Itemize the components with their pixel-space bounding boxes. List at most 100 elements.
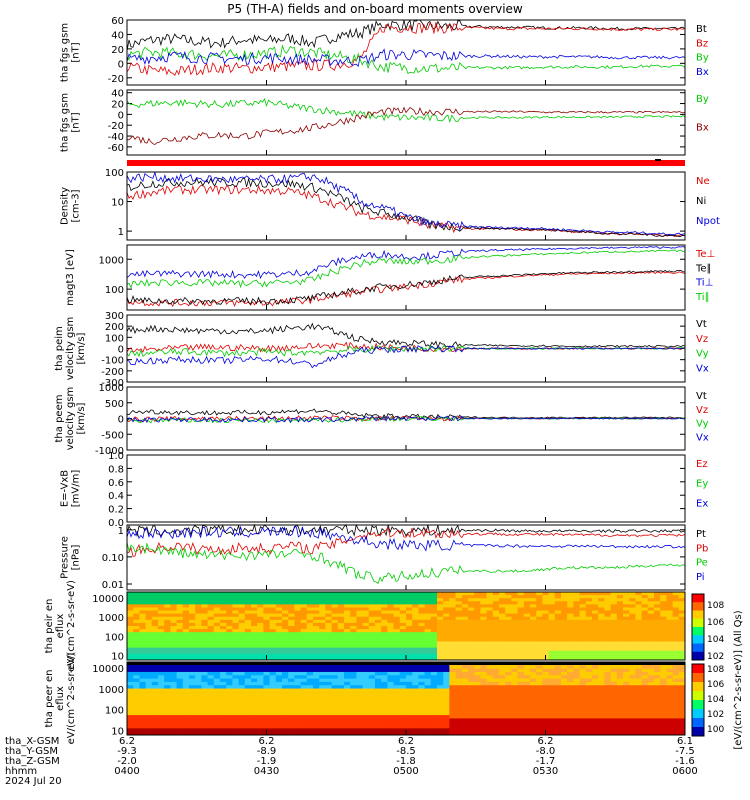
heatmap-cell: [201, 685, 209, 690]
ytick-label: 20: [111, 45, 124, 56]
heatmap-cell: [387, 650, 395, 655]
heatmap-cell: [449, 647, 457, 652]
colorbar-tick: 100: [707, 725, 724, 735]
heatmap-cell: [319, 665, 326, 670]
ytick-label: 0: [118, 59, 124, 70]
heatmap-cell: [368, 695, 376, 699]
heatmap-cell: [127, 598, 134, 602]
heatmap-cell: [269, 626, 277, 630]
heatmap-cell: [362, 601, 370, 605]
heatmap-cell: [499, 678, 506, 683]
heatmap-cell: [592, 731, 599, 736]
heatmap-cell: [251, 675, 258, 680]
heatmap-cell: [195, 701, 202, 706]
heatmap-cell: [554, 635, 562, 639]
heatmap-cell: [579, 691, 587, 696]
heatmap-cell: [244, 613, 252, 618]
heatmap-cell: [226, 718, 233, 723]
heatmap-cell: [412, 718, 419, 723]
heatmap-cell: [387, 653, 395, 658]
heatmap-cell: [151, 668, 159, 673]
heatmap-cell: [530, 705, 537, 709]
heatmap-cell: [139, 644, 147, 649]
heatmap-cell: [319, 656, 326, 661]
heatmap-cell: [257, 698, 264, 703]
time-tick-label: -8.9: [257, 746, 277, 757]
heatmap-cell: [523, 708, 531, 713]
heatmap-cell: [666, 604, 674, 608]
heatmap-cell: [337, 688, 345, 693]
heatmap-cell: [368, 725, 376, 729]
heatmap-cell: [554, 695, 562, 699]
heatmap-cell: [139, 708, 147, 713]
heatmap-cell: [523, 613, 531, 618]
heatmap-cell: [468, 650, 475, 655]
heatmap-cell: [424, 691, 432, 696]
heatmap-cell: [127, 665, 134, 670]
heatmap-cell: [145, 607, 153, 612]
heatmap-cell: [195, 675, 202, 680]
heatmap-cell: [344, 668, 351, 673]
heatmap-cell: [647, 705, 655, 709]
heatmap-cell: [176, 685, 184, 690]
heatmap-cell: [207, 701, 215, 706]
heatmap-cell: [238, 718, 246, 723]
heatmap-cell: [536, 641, 543, 646]
heatmap-cell: [319, 715, 326, 719]
heatmap-cell: [213, 635, 221, 639]
heatmap-cell: [598, 668, 605, 673]
heatmap-cell: [344, 626, 351, 630]
heatmap-cell: [387, 728, 395, 733]
heatmap-cell: [499, 592, 506, 596]
heatmap-cell: [170, 607, 178, 612]
heatmap-cell: [573, 685, 581, 690]
heatmap-cell: [158, 671, 165, 676]
heatmap-cell: [480, 629, 488, 633]
heatmap-cell: [678, 635, 686, 639]
heatmap-cell: [474, 715, 481, 719]
heatmap-cell: [176, 598, 184, 602]
heatmap-cell: [189, 688, 196, 693]
heatmap-cell: [399, 691, 407, 696]
ylabel-line: tha peir en: [44, 599, 55, 654]
heatmap-cell: [629, 678, 636, 683]
heatmap-cell: [182, 592, 190, 596]
ylabel-line: Density: [60, 187, 71, 225]
heatmap-cell: [678, 653, 686, 658]
heatmap-cell: [238, 629, 246, 633]
heatmap-cell: [499, 595, 506, 599]
heatmap-cell: [282, 695, 289, 699]
heatmap-cell: [536, 685, 543, 690]
heatmap-cell: [660, 607, 667, 612]
heatmap-cell: [263, 610, 271, 615]
heatmap-cell: [480, 691, 488, 696]
heatmap-cell: [430, 638, 438, 642]
heatmap-cell: [145, 731, 153, 736]
heatmap-cell: [480, 616, 488, 621]
heatmap-cell: [598, 610, 605, 615]
heatmap-cell: [244, 691, 252, 696]
heatmap-cell: [412, 728, 419, 733]
heatmap-cell: [399, 698, 407, 703]
heatmap-cell: [133, 595, 140, 599]
heatmap-cell: [499, 685, 506, 690]
heatmap-cell: [492, 668, 500, 673]
heatmap-cell: [207, 695, 215, 699]
heatmap-cell: [635, 685, 643, 690]
heatmap-cell: [443, 604, 450, 608]
heatmap-cell: [418, 635, 426, 639]
heatmap-cell: [499, 647, 506, 652]
heatmap-cell: [647, 653, 655, 658]
heatmap-cell: [164, 708, 171, 713]
heatmap-cell: [195, 688, 202, 693]
heatmap-cell: [381, 635, 388, 639]
heatmap-cell: [672, 721, 680, 726]
heatmap-cell: [660, 671, 667, 676]
colorbar-tick: 102: [707, 710, 724, 720]
heatmap-cell: [573, 721, 581, 726]
heatmap-cell: [344, 691, 351, 696]
heatmap-cell: [678, 622, 686, 627]
heatmap-cell: [443, 598, 450, 602]
